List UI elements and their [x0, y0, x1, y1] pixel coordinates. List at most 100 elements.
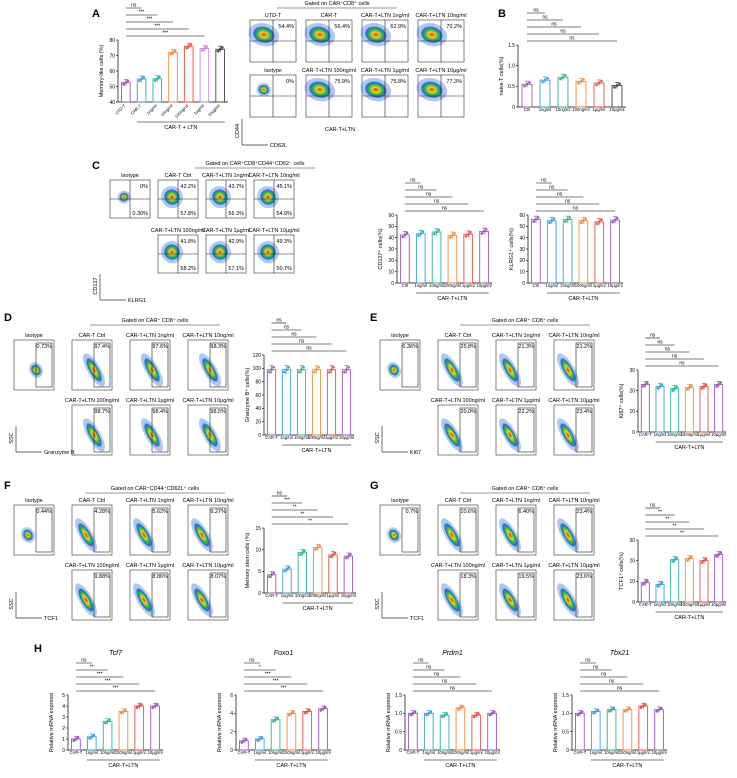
bar — [318, 708, 328, 751]
panel-label-b: B — [498, 8, 506, 20]
flow-plot: 98.5% CAR-T+LTN 10µg/ml — [182, 398, 234, 456]
data-point — [673, 558, 676, 561]
y-tick-label: 1.0 — [562, 711, 569, 717]
cell-density — [443, 357, 461, 383]
data-point — [138, 79, 141, 83]
data-point — [319, 709, 323, 712]
data-point — [185, 46, 188, 50]
data-point — [655, 710, 659, 713]
bar — [266, 369, 277, 436]
data-point — [552, 217, 556, 220]
cell-density — [135, 587, 153, 613]
sig-label: *** — [113, 686, 119, 692]
category-label: 10ng/ml — [604, 750, 619, 755]
bar — [654, 709, 664, 751]
category-label: 10ng/ml — [295, 593, 310, 598]
gate-percentage: 75.8% — [390, 79, 406, 85]
data-point — [543, 78, 547, 82]
flow-plot: 42.9% 57.1% CAR-T+LTN 1µg/ml — [202, 228, 250, 274]
flow-plot: 98.3% CAR-T+LTN 10ng/ml — [182, 333, 234, 391]
gate-percentage-lower: 58.2% — [180, 266, 196, 272]
gating-title: Gated on CAR⁺CD8⁺CD44⁺CD62⁻ cells — [205, 160, 304, 167]
flow-plot: 8.86% CAR-T+LTN 1µg/ml — [126, 563, 174, 621]
gate-percentage: 41.8% — [180, 239, 196, 245]
bar — [150, 705, 160, 751]
cell-density — [420, 81, 444, 99]
category-label: 1ng/ml — [422, 750, 435, 755]
bar — [562, 219, 573, 284]
y-tick-label: 30 — [629, 368, 635, 374]
data-point — [610, 708, 613, 711]
category-label: 1ng/ml — [253, 750, 266, 755]
data-point — [561, 75, 565, 79]
bar — [590, 711, 601, 751]
sig-label: *** — [162, 31, 168, 37]
sig-label: *** — [154, 24, 160, 30]
sig-label: ns — [565, 199, 571, 205]
cell-density — [443, 587, 461, 613]
category-label: 1µg/ml — [301, 750, 314, 755]
category-label: 10µg/ml — [610, 107, 625, 112]
y-tick-label: 2 — [62, 726, 65, 732]
sig-label: ns — [549, 185, 555, 191]
gate-percentage: 5.62% — [152, 509, 168, 515]
sig-label: ns — [672, 354, 678, 360]
data-point — [349, 552, 352, 556]
data-point — [290, 712, 293, 715]
group-label: CAR-T+LTN — [303, 606, 333, 612]
data-point — [92, 733, 96, 737]
category-label: 100ng/ml — [308, 435, 325, 440]
data-point — [541, 80, 544, 84]
data-point — [474, 713, 478, 717]
flow-plot: 0.7% Isotype — [379, 498, 421, 556]
y-tick-label: 40 — [519, 235, 525, 241]
y-tick-label: 60 — [109, 69, 115, 75]
y-axis-title: naive T cells(%) — [499, 56, 505, 95]
cell-density — [364, 26, 388, 44]
flow-plot: 54.4% UTD-T — [248, 13, 297, 63]
category-label: 1ng/ml — [654, 602, 667, 607]
gate-percentage: 97.4% — [94, 344, 110, 350]
sample-title: CAR-T+LTN 10µg/ml — [415, 68, 466, 74]
sig-label: *** — [105, 679, 111, 685]
gate-box — [151, 342, 169, 388]
y-axis-label: SSC — [375, 432, 381, 443]
category-label: 1µg/ml — [133, 750, 146, 755]
sample-title: CAR-T+LTN 10ng/ml — [248, 173, 299, 179]
cell-density — [77, 587, 95, 613]
y-axis-label: SSC — [9, 598, 15, 609]
y-tick-label: 1 — [62, 737, 65, 743]
gate-box — [517, 342, 535, 388]
y-tick-label: 0 — [391, 281, 394, 287]
bar — [578, 220, 589, 284]
bar — [531, 219, 541, 284]
gate-box — [151, 572, 169, 618]
data-point — [600, 218, 603, 222]
gate-percentage: 25.8% — [460, 344, 476, 350]
category-label: 1µg/ml — [593, 107, 606, 112]
bar — [297, 552, 308, 594]
bar — [557, 76, 569, 108]
sig-label: ns — [560, 29, 566, 35]
flow-plot: 4.28% CAR-T Ctrl — [71, 498, 113, 556]
data-point — [242, 739, 246, 743]
sig-label: *** — [139, 10, 145, 16]
sample-title: CAR-T+LTN 100ng/ml — [302, 68, 356, 74]
sig-label: ns — [277, 491, 283, 497]
sig-label: * — [259, 665, 261, 671]
gate-box — [575, 407, 593, 453]
flow-plot: 43.7% 56.3% CAR-T+LTN 1ng/ml — [202, 173, 250, 219]
gate-percentage: 6.40% — [518, 509, 534, 515]
gene-title: Tcf7 — [109, 650, 123, 657]
bar — [593, 82, 605, 108]
bar — [134, 705, 145, 751]
data-point — [675, 556, 678, 560]
cell-density — [77, 522, 95, 548]
data-point — [671, 389, 674, 392]
category-label: 1µg/ml — [327, 593, 340, 598]
bar — [102, 720, 113, 751]
bar — [521, 83, 533, 108]
category-label: 1ng/ml — [146, 103, 158, 115]
sig-label: ** — [90, 665, 94, 671]
bar — [302, 711, 313, 751]
